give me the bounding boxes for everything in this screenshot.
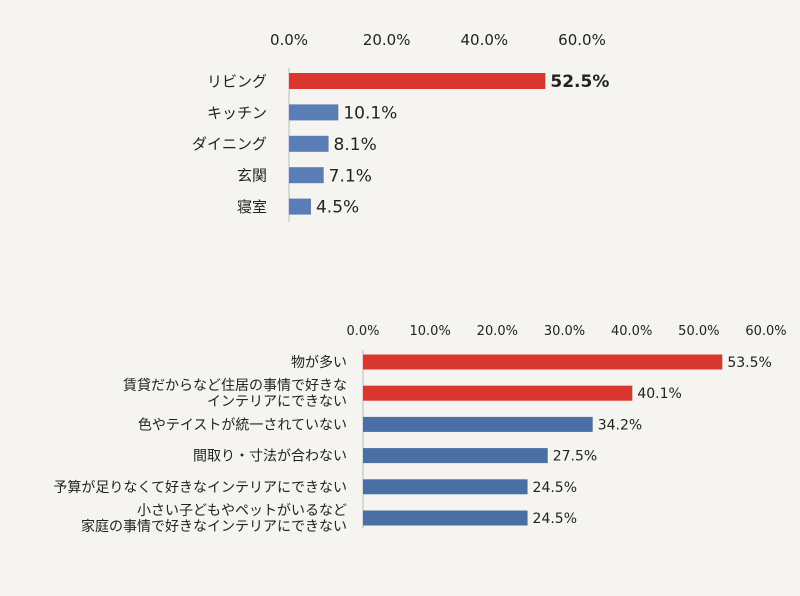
- data-label: 4.5%: [316, 198, 359, 218]
- tick-label: 40.0%: [461, 31, 509, 49]
- category-label: 寝室: [237, 198, 267, 216]
- data-label: 53.5%: [727, 355, 771, 371]
- category-label: 小さい子どもやペットがいるなど: [137, 503, 347, 519]
- bar: [363, 510, 528, 526]
- bar: [363, 448, 548, 464]
- category-label: リビング: [207, 72, 267, 90]
- bar: [289, 73, 546, 89]
- bar: [289, 198, 311, 215]
- category-label: 色やテイストが統一されていない: [138, 416, 347, 433]
- data-label: 34.2%: [598, 417, 642, 433]
- bar: [363, 416, 593, 432]
- bar: [363, 385, 633, 401]
- tick-label: 20.0%: [363, 31, 411, 49]
- tick-label: 10.0%: [410, 324, 451, 339]
- bar: [289, 167, 324, 184]
- category-label: 物が多い: [291, 354, 347, 371]
- data-label: 24.5%: [533, 480, 577, 496]
- tick-label: 50.0%: [678, 324, 719, 339]
- bar: [289, 135, 329, 152]
- data-label: 10.1%: [343, 104, 397, 124]
- data-label: 52.5%: [550, 72, 609, 92]
- category-label: インテリアにできない: [207, 394, 347, 410]
- data-label: 7.1%: [329, 166, 372, 186]
- category-label: ダイニング: [192, 135, 267, 153]
- category-label: 家庭の事情で好きなインテリアにできない: [81, 518, 347, 535]
- tick-label: 60.0%: [745, 324, 786, 339]
- data-label: 24.5%: [533, 511, 577, 527]
- category-label: 賃貸だからなど住居の事情で好きな: [123, 378, 347, 394]
- category-label: 玄関: [237, 167, 267, 185]
- tick-label: 0.0%: [270, 31, 308, 49]
- tick-label: 30.0%: [544, 324, 585, 339]
- data-label: 8.1%: [334, 135, 377, 155]
- tick-label: 40.0%: [611, 324, 652, 339]
- data-label: 40.1%: [637, 386, 681, 402]
- category-label: 間取り・寸法が合わない: [193, 449, 347, 465]
- tick-label: 0.0%: [346, 324, 379, 339]
- category-label: キッチン: [207, 104, 267, 122]
- bar: [363, 354, 723, 370]
- tick-label: 20.0%: [477, 324, 518, 339]
- data-label: 27.5%: [553, 449, 597, 465]
- category-label: 予算が足りなくて好きなインテリアにできない: [53, 480, 347, 496]
- tick-label: 60.0%: [558, 31, 606, 49]
- bar: [363, 479, 528, 495]
- bar: [289, 104, 339, 121]
